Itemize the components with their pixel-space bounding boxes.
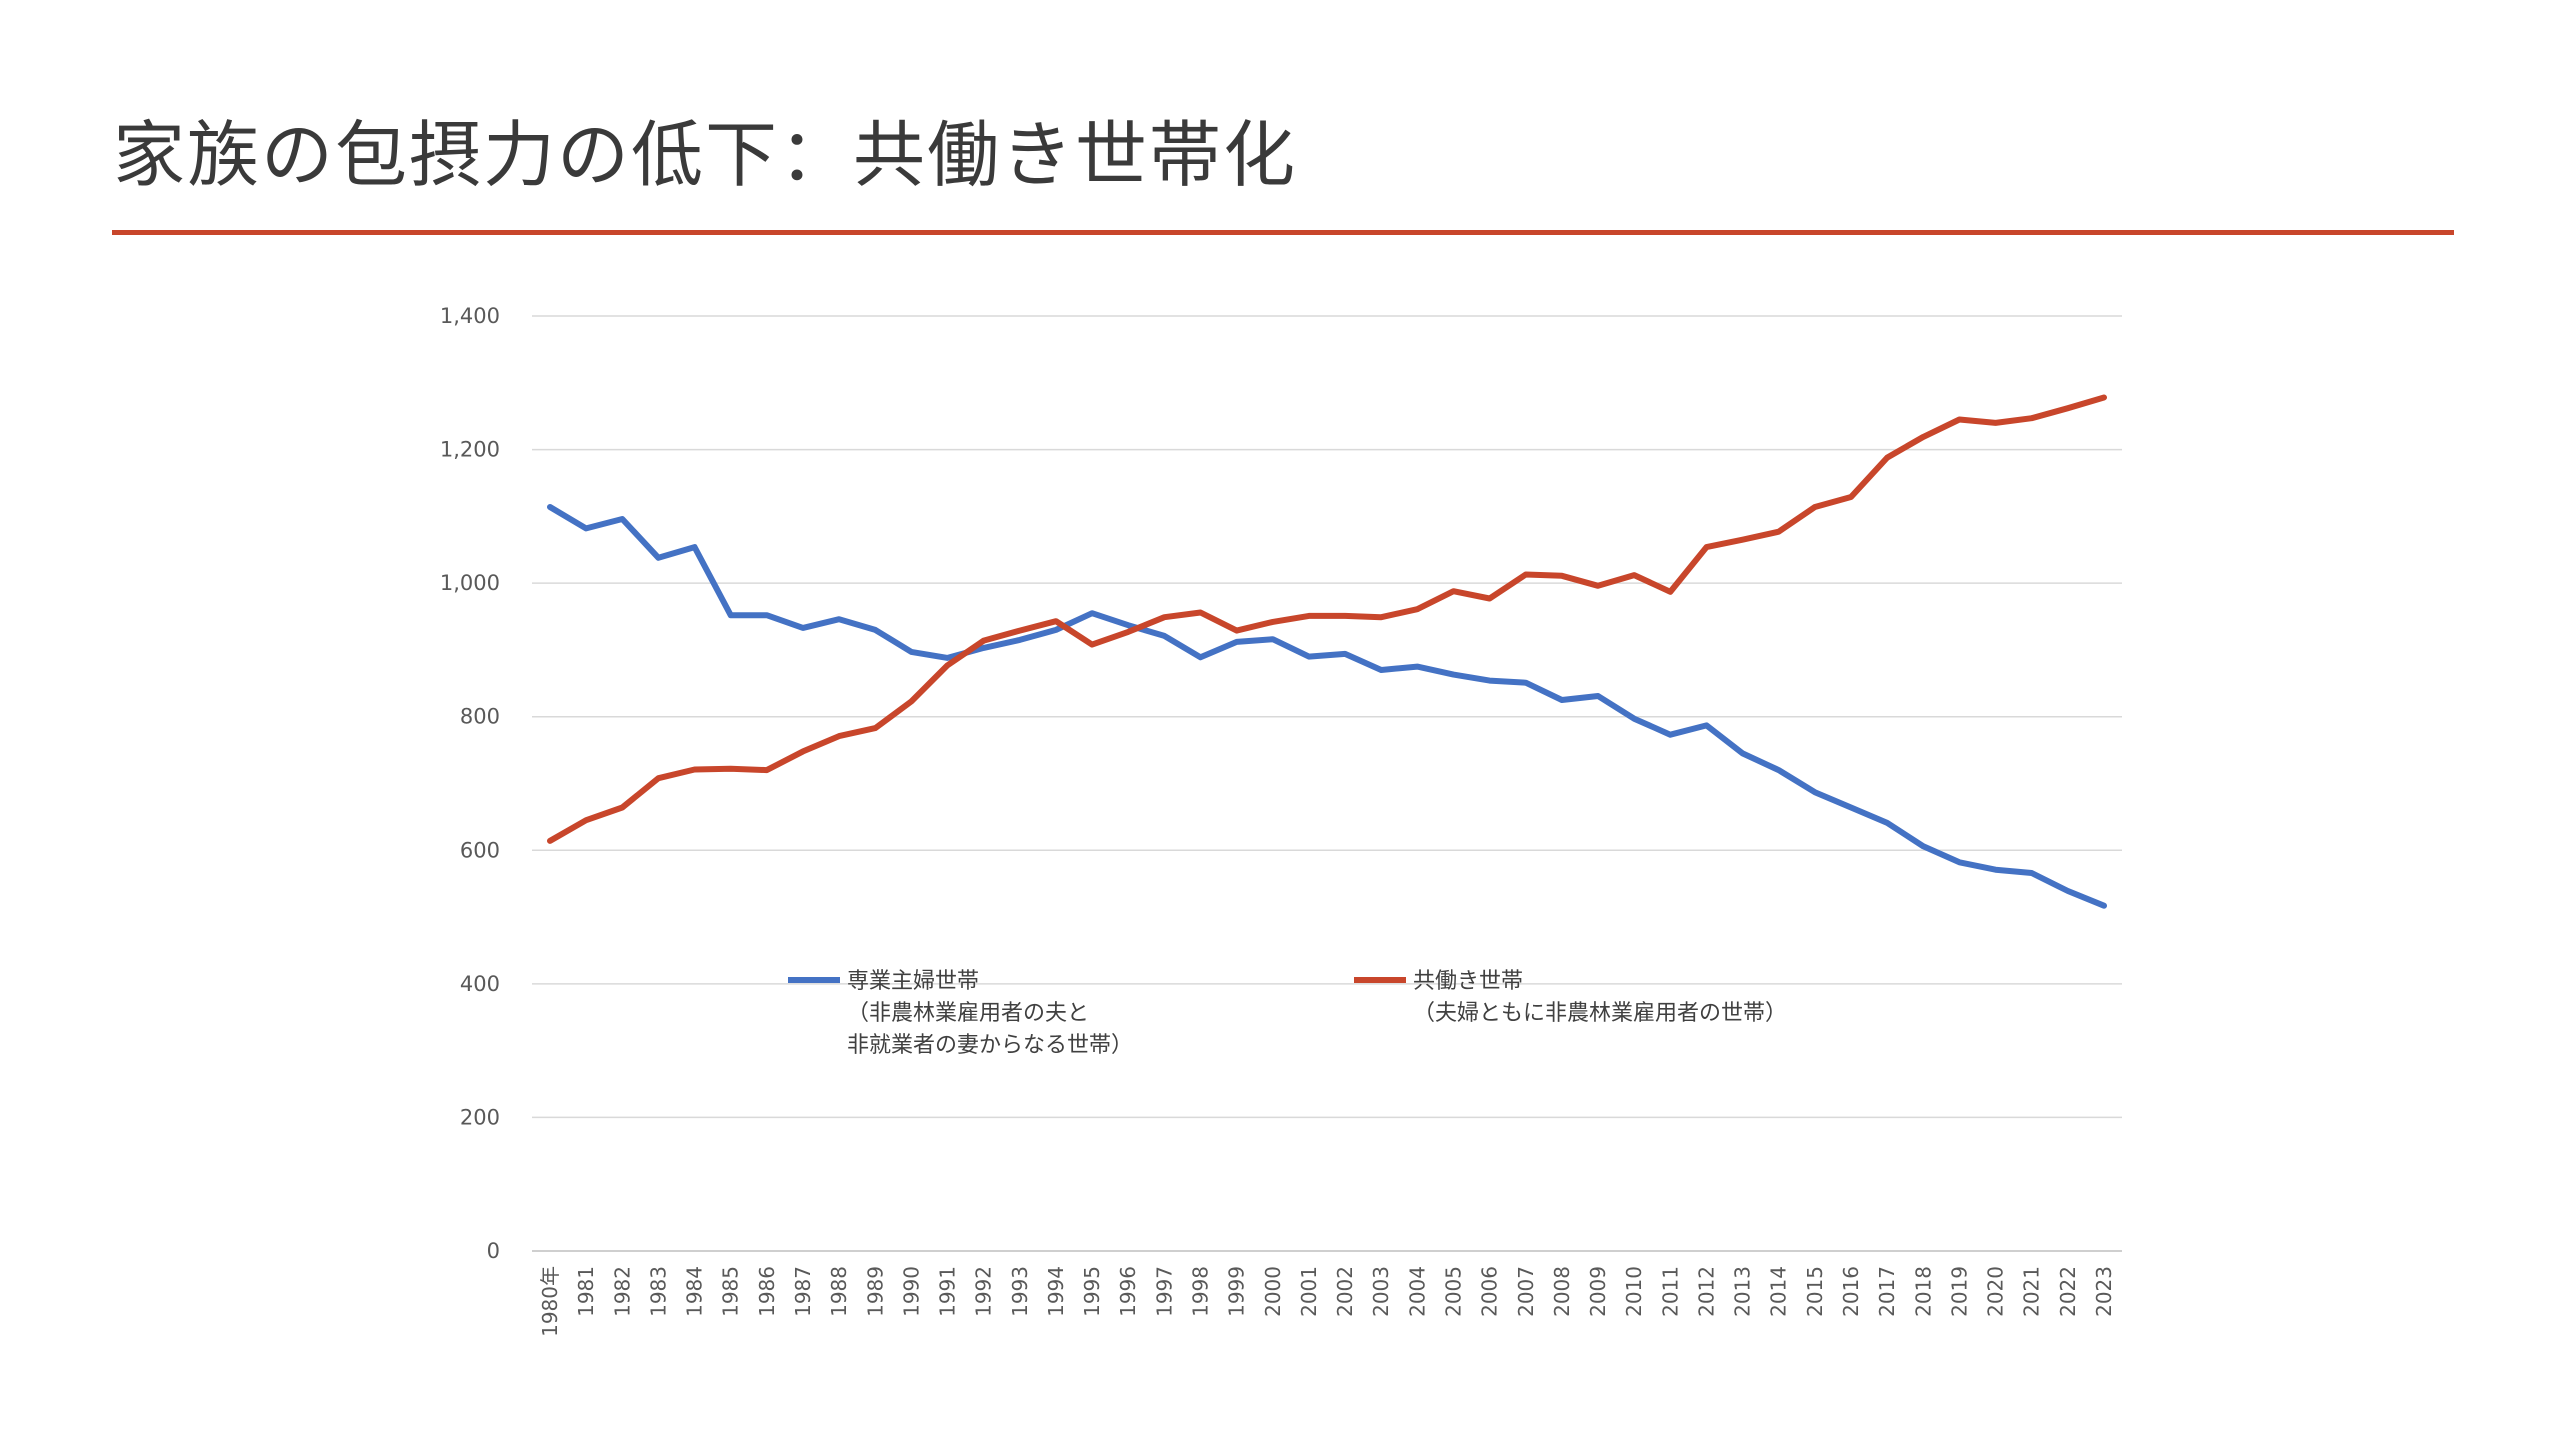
y-tick-label: 1,200 bbox=[440, 438, 500, 462]
x-tick-label: 2011 bbox=[1658, 1266, 1682, 1317]
x-tick-label: 2013 bbox=[1731, 1266, 1755, 1317]
x-tick-label: 2022 bbox=[2056, 1266, 2080, 1317]
x-tick-label: 1999 bbox=[1225, 1266, 1249, 1317]
series-lines bbox=[547, 394, 2107, 909]
x-tick-label: 2017 bbox=[1875, 1266, 1899, 1317]
x-tick-label: 1991 bbox=[936, 1266, 960, 1317]
x-tick-label: 2008 bbox=[1550, 1266, 1574, 1317]
x-tick-label: 2018 bbox=[1911, 1266, 1935, 1317]
y-tick-label: 200 bbox=[460, 1105, 500, 1129]
x-tick-label: 1981 bbox=[574, 1266, 598, 1317]
x-tick-label: 2020 bbox=[1984, 1266, 2008, 1317]
title-underline bbox=[112, 230, 2454, 235]
legend-label-red: 共働き世帯 bbox=[1413, 969, 1523, 994]
x-tick-label: 1983 bbox=[646, 1266, 670, 1317]
chart-grid bbox=[532, 315, 2122, 1252]
legend-note-blue-1: （非農林業雇用者の夫と bbox=[847, 1001, 1089, 1026]
x-tick-label: 2016 bbox=[1839, 1266, 1863, 1317]
x-tick-label: 1998 bbox=[1189, 1266, 1213, 1317]
x-tick-label: 2004 bbox=[1405, 1266, 1429, 1317]
x-tick-label: 1993 bbox=[1008, 1266, 1032, 1317]
x-tick-label: 2009 bbox=[1586, 1266, 1610, 1317]
y-axis-ticks: 0 200 400 600 800 1,000 1,200 1,400 bbox=[440, 304, 500, 1263]
x-tick-label: 1988 bbox=[827, 1266, 851, 1317]
x-tick-label: 2006 bbox=[1478, 1266, 1502, 1317]
x-tick-label: 2019 bbox=[1947, 1266, 1971, 1317]
x-tick-label: 1990 bbox=[899, 1266, 923, 1317]
x-tick-label: 2015 bbox=[1803, 1266, 1827, 1317]
legend-label-blue: 専業主婦世帯 bbox=[847, 969, 979, 994]
x-tick-label: 2000 bbox=[1261, 1266, 1285, 1317]
x-tick-label: 1997 bbox=[1152, 1266, 1176, 1317]
y-tick-label: 400 bbox=[460, 972, 500, 996]
x-tick-label: 1987 bbox=[791, 1266, 815, 1317]
series-line-blue bbox=[547, 504, 2107, 909]
x-tick-label: 2012 bbox=[1694, 1266, 1718, 1317]
y-tick-label: 1,400 bbox=[440, 304, 500, 328]
legend-note-red-1: （夫婦ともに非農林業雇用者の世帯） bbox=[1413, 1001, 1787, 1026]
x-tick-label: 2003 bbox=[1369, 1266, 1393, 1317]
x-tick-label: 1980年 bbox=[538, 1266, 562, 1337]
legend-entry-red: 共働き世帯 （夫婦ともに非農林業雇用者の世帯） bbox=[1354, 969, 1787, 1026]
x-tick-label: 2007 bbox=[1514, 1266, 1538, 1317]
x-tick-label: 1996 bbox=[1116, 1266, 1140, 1317]
x-tick-label: 1992 bbox=[972, 1266, 996, 1317]
x-tick-label: 2001 bbox=[1297, 1266, 1321, 1317]
slide-title: 家族の包摂力の低下：共働き世帯化 bbox=[113, 113, 1298, 197]
x-axis-ticks: 1980年 1981 1982 1983 1984 1985 1986 1987 1988 198… bbox=[538, 1266, 2116, 1337]
x-tick-label: 1984 bbox=[683, 1266, 707, 1317]
x-tick-label: 1986 bbox=[755, 1266, 779, 1317]
y-tick-label: 800 bbox=[460, 705, 500, 729]
x-tick-label: 2002 bbox=[1333, 1266, 1357, 1317]
x-tick-label: 1985 bbox=[719, 1266, 743, 1317]
x-tick-label: 1989 bbox=[863, 1266, 887, 1317]
x-tick-label: 1982 bbox=[610, 1266, 634, 1317]
y-tick-label: 600 bbox=[460, 838, 500, 862]
x-tick-label: 2021 bbox=[2020, 1266, 2044, 1317]
legend-entry-blue: 専業主婦世帯 （非農林業雇用者の夫と 非就業者の妻からなる世帯） bbox=[788, 969, 1133, 1058]
x-tick-label: 1995 bbox=[1080, 1266, 1104, 1317]
y-tick-label: 0 bbox=[487, 1239, 500, 1263]
series-line-red bbox=[547, 394, 2107, 844]
y-tick-label: 1,000 bbox=[440, 571, 500, 595]
x-tick-label: 2023 bbox=[2092, 1266, 2116, 1317]
x-tick-label: 2014 bbox=[1767, 1266, 1791, 1317]
legend-note-blue-2: 非就業者の妻からなる世帯） bbox=[847, 1033, 1133, 1058]
x-tick-label: 2005 bbox=[1441, 1266, 1465, 1317]
x-tick-label: 2010 bbox=[1622, 1266, 1646, 1317]
x-tick-label: 1994 bbox=[1044, 1266, 1068, 1317]
